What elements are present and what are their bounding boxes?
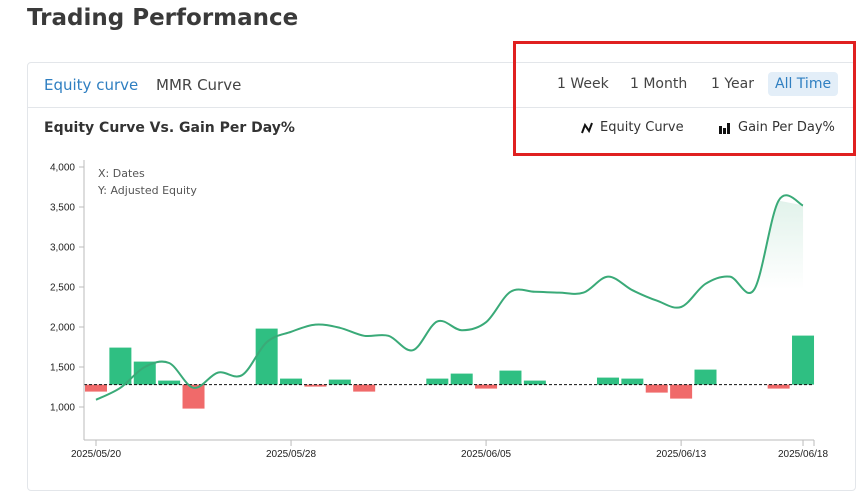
x-tick-label: 2025/05/28 [266,449,316,460]
legend-label: Equity Curve [600,120,684,135]
x-tick-label: 2025/05/20 [71,449,121,460]
legend-label: Gain Per Day% [738,120,835,135]
trading-performance-card: Equity curve MMR Curve 1 Week 1 Month 1 … [27,62,856,491]
gain-bar [426,378,449,385]
y-annotation: Y: Adjusted Equity [97,184,197,197]
gain-bar [596,377,619,385]
gain-bar [475,384,498,389]
gain-bar [523,380,546,385]
y-tick-label: 1,500 [50,363,75,374]
range-all-time[interactable]: All Time [768,72,839,96]
y-tick-label: 1,000 [50,403,75,414]
tab-row: Equity curve MMR Curve 1 Week 1 Month 1 … [28,63,855,108]
bar-chart-icon [719,122,730,134]
gain-bar [353,384,376,392]
gain-bar [670,384,693,399]
y-tick-label: 3,500 [50,203,75,214]
x-annotation: X: Dates [98,167,145,180]
gain-bar [450,373,473,385]
legend-gain-per-day[interactable]: Gain Per Day% [719,120,835,135]
gain-bar [158,380,181,385]
range-1-year[interactable]: 1 Year [711,76,754,92]
gain-bar [792,335,815,385]
chart-title: Equity Curve Vs. Gain Per Day% [44,120,295,136]
x-tick-label: 2025/06/18 [778,449,828,460]
gain-bar [109,347,132,385]
y-tick-label: 4,000 [50,163,75,174]
page-title: Trading Performance [27,5,299,31]
gain-bar [499,370,522,385]
x-tick-label: 2025/06/13 [656,449,706,460]
gain-bar [133,361,156,385]
tab-mmr-curve[interactable]: MMR Curve [156,76,242,94]
equity-line [95,194,804,401]
y-tick-label: 3,000 [50,243,75,254]
range-1-month[interactable]: 1 Month [630,76,688,92]
y-tick-label: 2,000 [50,323,75,334]
gain-bar [280,378,303,385]
gain-bar [621,378,644,385]
gain-bar [182,384,205,409]
gain-bar [767,384,790,389]
gain-bar [304,384,327,387]
line-chart-icon [581,122,593,133]
equity-area [754,200,804,290]
y-tick-label: 2,500 [50,283,75,294]
x-tick-label: 2025/06/05 [461,449,511,460]
gain-bar [255,328,278,385]
gain-bar [85,384,107,392]
tab-equity-curve[interactable]: Equity curve [44,76,139,94]
range-1-week[interactable]: 1 Week [557,76,609,92]
legend-equity-curve[interactable]: Equity Curve [581,120,684,135]
gain-bar [328,379,351,385]
gain-bar [694,369,717,385]
gain-bar [645,384,668,393]
